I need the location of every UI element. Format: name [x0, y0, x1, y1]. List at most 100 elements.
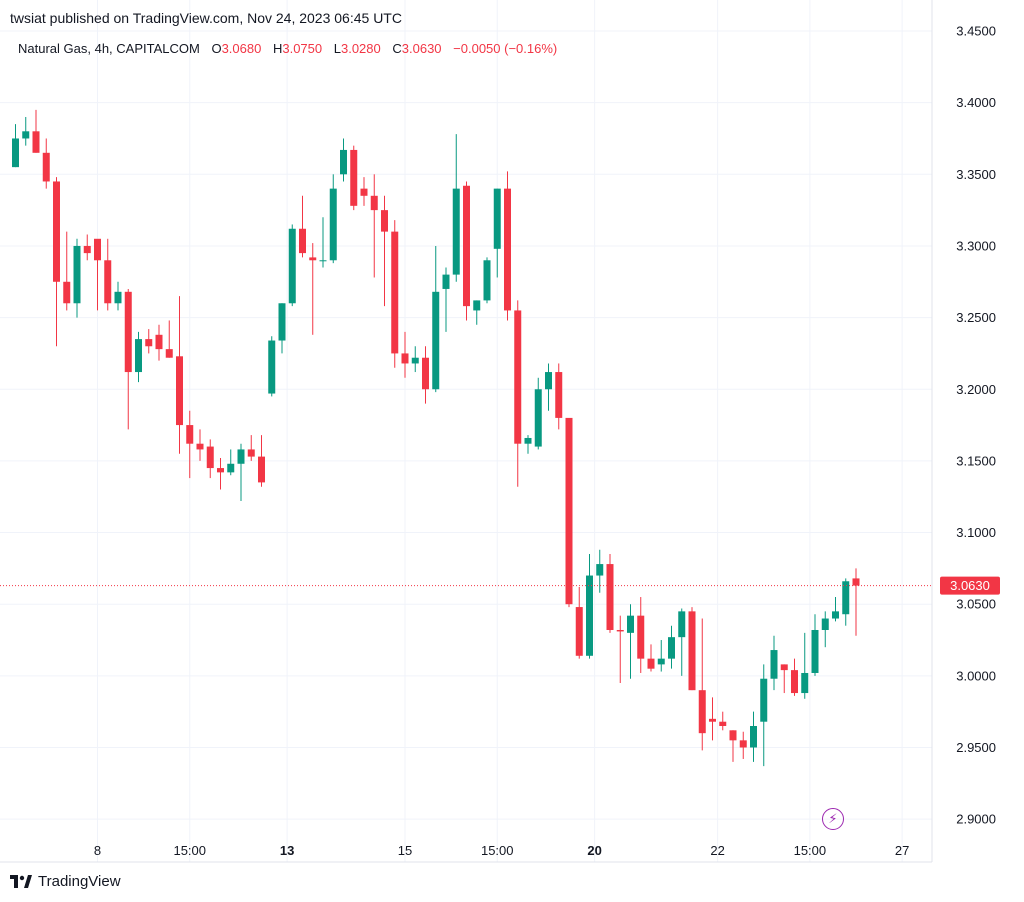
candle-down	[555, 372, 563, 418]
last-price-marker: 3.0630	[0, 576, 1000, 595]
candle-up	[442, 274, 450, 289]
candle-down	[176, 356, 183, 426]
candle-up	[596, 564, 604, 576]
candle-down	[401, 353, 409, 364]
candle-up	[12, 138, 19, 168]
candle-up	[760, 678, 768, 722]
candle-up	[278, 303, 286, 341]
y-tick-label: 3.2000	[956, 382, 996, 397]
y-tick-label: 3.1000	[956, 525, 996, 540]
candle-down	[647, 658, 655, 669]
candle-up	[668, 637, 675, 659]
candle-down	[155, 334, 163, 350]
lightning-icon[interactable]: ⚡	[822, 808, 844, 830]
candle-down	[565, 417, 573, 605]
candle-down	[63, 281, 71, 304]
candle-down	[370, 195, 378, 211]
candle-up	[811, 629, 819, 673]
candle-up	[678, 611, 686, 638]
candle-up	[524, 437, 532, 444]
candle-up	[22, 131, 30, 139]
candle-up	[545, 372, 552, 390]
y-tick-label: 3.1500	[956, 453, 996, 468]
change-value: −0.0050 (−0.16%)	[453, 41, 558, 56]
candle-down	[309, 257, 317, 261]
candle-down	[381, 210, 388, 232]
candle-down	[729, 730, 737, 741]
candle-down	[53, 181, 60, 282]
y-tick-label: 3.2500	[956, 310, 996, 325]
x-tick-label: 15	[398, 843, 412, 858]
candle-up	[268, 340, 276, 394]
candle-down	[514, 310, 522, 444]
candle-down	[606, 564, 614, 630]
price-axis[interactable]: 3.4500 3.4000 3.3500 3.3000 3.2500 3.2000 3.15…	[956, 24, 996, 827]
candle-down	[422, 357, 429, 390]
x-tick-label: 20	[587, 843, 601, 858]
tradingview-logo-icon	[10, 875, 32, 888]
candle-up	[135, 339, 142, 373]
candle-up	[473, 300, 481, 311]
candle-down	[217, 468, 224, 473]
close-value: 3.0630	[401, 41, 442, 56]
y-tick-label: 3.3500	[956, 167, 996, 182]
symbol-title: Natural Gas, 4h, CAPITALCOM	[18, 41, 200, 56]
candle-down	[165, 349, 173, 358]
candle-down	[791, 670, 798, 694]
candle-up	[801, 672, 809, 694]
y-tick-label: 2.9000	[956, 812, 996, 827]
candle-down	[42, 152, 50, 182]
candle-up	[432, 291, 440, 390]
last-price-badge	[940, 576, 1000, 595]
brand-name: TradingView	[38, 873, 121, 890]
candle-down	[391, 231, 399, 354]
x-tick-label: 27	[895, 843, 909, 858]
candle-up	[114, 291, 122, 304]
high-value: 3.0750	[282, 41, 323, 56]
candle-down	[688, 611, 696, 691]
tradingview-logo[interactable]: TradingView	[10, 873, 121, 890]
candle-up	[340, 149, 347, 175]
candle-up	[657, 658, 665, 665]
candle-up	[627, 615, 634, 633]
candle-down	[186, 425, 194, 444]
candle-down	[247, 449, 255, 457]
candle-up	[750, 726, 757, 748]
candle-down	[299, 228, 306, 254]
candle-up	[288, 228, 296, 304]
y-tick-label: 3.0500	[956, 597, 996, 612]
candle-down	[463, 185, 470, 307]
x-tick-label: 15:00	[173, 843, 206, 858]
candle-down	[504, 188, 511, 311]
candle-down	[124, 291, 132, 373]
publish-info: twsiat published on TradingView.com, Nov…	[10, 10, 402, 26]
x-tick-label: 13	[280, 843, 294, 858]
close-label: C	[392, 41, 402, 56]
candle-down	[709, 718, 716, 722]
open-value: 3.0680	[221, 41, 262, 56]
candle-down	[575, 607, 583, 656]
y-tick-label: 3.3000	[956, 238, 996, 253]
candle-down	[739, 740, 747, 748]
time-axis[interactable]: 8 15:00 13 15 15:00 20 22 15:00 27	[94, 843, 909, 858]
candle-up	[73, 245, 81, 304]
candle-down	[32, 131, 40, 153]
y-tick-label: 3.0000	[956, 668, 996, 683]
candle-up	[821, 618, 829, 630]
candle-up	[832, 611, 839, 619]
y-tick-label: 3.4500	[956, 24, 996, 39]
y-tick-label: 2.9500	[956, 740, 996, 755]
candle-down	[258, 456, 265, 483]
candle-up	[329, 188, 337, 261]
symbol-legend: Natural Gas, 4h, CAPITALCOM O3.0680 H3.0…	[18, 41, 557, 56]
grid-lines	[0, 0, 932, 862]
candle-up	[411, 357, 419, 364]
candle-up	[842, 581, 850, 615]
candle-down	[350, 149, 358, 206]
candle-down	[94, 238, 101, 261]
open-label: O	[211, 41, 222, 56]
candle-up	[586, 575, 593, 656]
candle-up	[493, 188, 501, 249]
candle-series	[12, 109, 860, 767]
